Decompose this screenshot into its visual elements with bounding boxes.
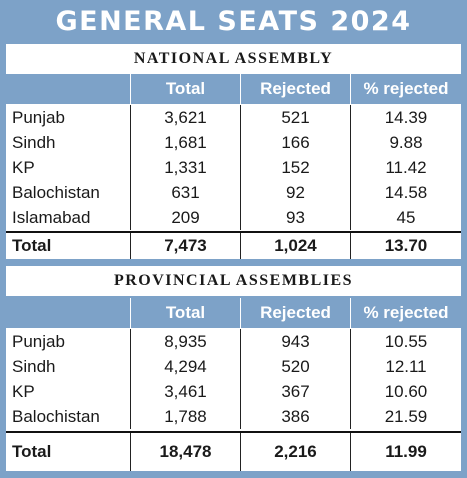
pct-cell: 10.55 — [350, 329, 461, 354]
region-cell: Balochistan — [12, 406, 100, 426]
region-cell: Punjab — [12, 107, 65, 127]
region-cell: Sindh — [12, 356, 56, 376]
region-cell: Sindh — [12, 132, 56, 152]
total-row-provincial: Total 18,478 2,216 11.99 — [6, 431, 461, 471]
region-cell: KP — [12, 381, 35, 401]
table-row: KP 1,331 152 11.42 — [6, 155, 461, 180]
pct-cell: 21.59 — [350, 404, 461, 429]
header-row-national: Total Rejected % rejected — [6, 74, 461, 104]
pct-cell: 14.39 — [350, 105, 461, 130]
rejected-cell: 386 — [240, 404, 350, 429]
rejected-cell: 152 — [240, 155, 350, 180]
total-cell: 4,294 — [130, 354, 240, 379]
pct-cell: 9.88 — [350, 130, 461, 155]
pct-cell: 11.42 — [350, 155, 461, 180]
column-header-pct-rejected: % rejected — [350, 298, 461, 328]
header-row-provincial: Total Rejected % rejected — [6, 298, 461, 328]
rejected-cell: 521 — [240, 105, 350, 130]
pct-cell: 14.58 — [350, 180, 461, 205]
rejected-cell: 367 — [240, 379, 350, 404]
pct-cell: 45 — [350, 205, 461, 230]
pct-cell: 12.11 — [350, 354, 461, 379]
region-cell: KP — [12, 157, 35, 177]
table-row: Sindh 4,294 520 12.11 — [6, 354, 461, 379]
column-header-pct-rejected: % rejected — [350, 74, 461, 104]
region-cell: Punjab — [12, 331, 65, 351]
rejected-cell: 93 — [240, 205, 350, 230]
table-row: Balochistan 631 92 14.58 — [6, 180, 461, 205]
national-rows: Punjab 3,621 521 14.39 Sindh 1,681 166 9… — [6, 104, 461, 231]
provincial-rows: Punjab 8,935 943 10.55 Sindh 4,294 520 1… — [6, 328, 461, 431]
total-cell: 7,473 — [130, 233, 240, 259]
total-cell: 3,621 — [130, 105, 240, 130]
total-cell: 1,681 — [130, 130, 240, 155]
rejected-cell: 520 — [240, 354, 350, 379]
rejected-cell: 92 — [240, 180, 350, 205]
total-cell: 18,478 — [130, 433, 240, 471]
table-row: KP 3,461 367 10.60 — [6, 379, 461, 404]
total-cell: 3,461 — [130, 379, 240, 404]
total-cell: 1,788 — [130, 404, 240, 429]
column-header-rejected: Rejected — [240, 298, 350, 328]
table-row: Punjab 8,935 943 10.55 — [6, 329, 461, 354]
total-cell: 209 — [130, 205, 240, 230]
total-cell: 631 — [130, 180, 240, 205]
section-title-provincial: PROVINCIAL ASSEMBLIES — [6, 266, 461, 296]
total-cell: 1,331 — [130, 155, 240, 180]
total-label: Total — [12, 442, 52, 461]
table-row: Balochistan 1,788 386 21.59 — [6, 404, 461, 429]
rejected-cell: 1,024 — [240, 233, 350, 259]
page-title: GENERAL SEATS 2024 — [55, 5, 412, 37]
total-row-national: Total 7,473 1,024 13.70 — [6, 231, 461, 259]
rejected-cell: 166 — [240, 130, 350, 155]
column-header-total: Total — [130, 298, 240, 328]
rejected-cell: 943 — [240, 329, 350, 354]
pct-cell: 13.70 — [350, 233, 461, 259]
header-blank — [6, 298, 130, 328]
region-cell: Islamabad — [12, 207, 91, 227]
column-header-total: Total — [130, 74, 240, 104]
rejected-cell: 2,216 — [240, 433, 350, 471]
pct-cell: 11.99 — [350, 433, 461, 471]
region-cell: Balochistan — [12, 182, 100, 202]
total-cell: 8,935 — [130, 329, 240, 354]
header-blank — [6, 74, 130, 104]
total-label: Total — [12, 236, 52, 255]
table-row: Islamabad 209 93 45 — [6, 205, 461, 230]
table-row: Punjab 3,621 521 14.39 — [6, 105, 461, 130]
section-title-national: NATIONAL ASSEMBLY — [6, 44, 461, 74]
column-header-rejected: Rejected — [240, 74, 350, 104]
table-row: Sindh 1,681 166 9.88 — [6, 130, 461, 155]
pct-cell: 10.60 — [350, 379, 461, 404]
